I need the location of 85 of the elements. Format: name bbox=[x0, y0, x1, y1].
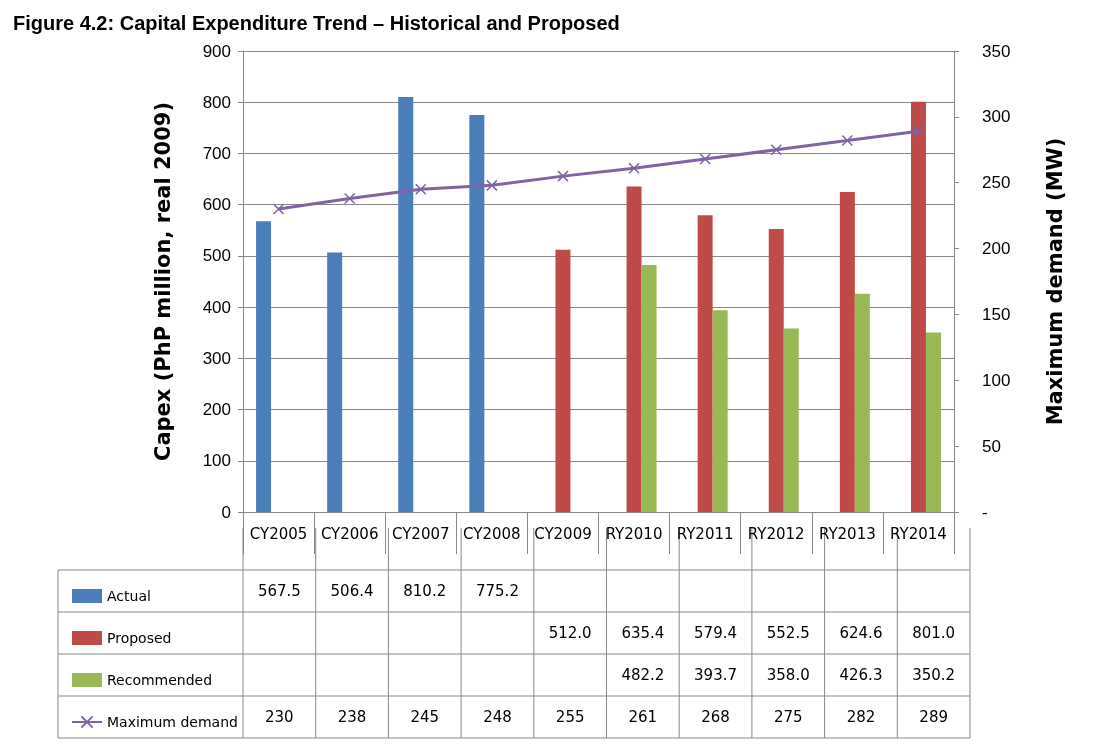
bar bbox=[768, 229, 784, 512]
data-label: 289 bbox=[919, 708, 948, 726]
x-tick-label: RY2011 bbox=[676, 524, 734, 543]
bar bbox=[626, 186, 642, 512]
y-tick-label: 800 bbox=[202, 92, 231, 112]
point bbox=[486, 179, 498, 192]
y-tick-label: 600 bbox=[202, 195, 231, 215]
x-tick-label: RY2012 bbox=[747, 524, 805, 543]
legend-label: Maximum demand bbox=[107, 714, 238, 730]
y-tick-label: 0 bbox=[221, 502, 231, 522]
y2-axis-title: Maximum demand (MW) bbox=[1042, 137, 1067, 426]
bar bbox=[398, 97, 414, 512]
bar bbox=[925, 332, 941, 512]
x-tick-label: RY2014 bbox=[890, 524, 947, 543]
y-tick-label: 400 bbox=[202, 297, 231, 317]
y-axis-title: Capex (PhP million, real 2009) bbox=[150, 101, 175, 462]
y-tick-label: 200 bbox=[202, 400, 231, 420]
bar bbox=[712, 310, 728, 512]
data-label: 624.6 bbox=[839, 624, 883, 642]
bar bbox=[327, 252, 343, 512]
data-label: 255 bbox=[555, 708, 585, 726]
data-label: 506.4 bbox=[330, 582, 374, 600]
data-label: 801.0 bbox=[912, 624, 956, 642]
point bbox=[699, 153, 711, 165]
data-label: 393.7 bbox=[694, 666, 738, 684]
data-label: 261 bbox=[628, 708, 658, 726]
y-tick-label: 300 bbox=[202, 348, 231, 368]
data-label: 552.5 bbox=[766, 624, 810, 642]
data-label: 245 bbox=[410, 708, 440, 726]
y-tick-label: 500 bbox=[202, 246, 231, 266]
bar bbox=[910, 101, 926, 512]
point bbox=[912, 125, 925, 138]
y2-tick-label: 50 bbox=[982, 436, 1001, 456]
data-label: 248 bbox=[483, 708, 512, 726]
point bbox=[343, 192, 356, 205]
x-tick-label: CY2008 bbox=[463, 524, 521, 543]
data-label: 482.2 bbox=[621, 666, 665, 684]
data-label: 810.2 bbox=[403, 582, 447, 600]
legend-label: Proposed bbox=[107, 630, 172, 646]
point bbox=[272, 203, 285, 215]
x-tick-label: RY2010 bbox=[605, 524, 663, 543]
bar bbox=[641, 265, 657, 512]
x-tick-label: CY2005 bbox=[249, 524, 308, 543]
data-label: 567.5 bbox=[257, 582, 301, 600]
data-label: 579.4 bbox=[694, 624, 738, 642]
data-label: 230 bbox=[265, 708, 294, 726]
data-label: 358.0 bbox=[766, 666, 810, 684]
data-label: 350.2 bbox=[912, 666, 956, 684]
y2-tick-label: 300 bbox=[982, 107, 1011, 127]
point bbox=[628, 162, 640, 174]
x-tick-label: RY2013 bbox=[818, 524, 876, 543]
data-label: 268 bbox=[701, 708, 730, 726]
x-tick-label: CY2009 bbox=[534, 524, 592, 543]
data-label: 426.3 bbox=[839, 666, 883, 684]
x-tick-label: CY2006 bbox=[320, 524, 379, 543]
y2-tick-label: 250 bbox=[982, 173, 1011, 193]
y-tick-label: 900 bbox=[202, 41, 231, 61]
y2-tick-label: 150 bbox=[982, 304, 1011, 324]
y2-tick-label: 100 bbox=[982, 370, 1011, 390]
data-label: 512.0 bbox=[548, 624, 592, 642]
y2-tick-label: - bbox=[982, 502, 988, 522]
bar bbox=[839, 192, 855, 512]
bar bbox=[469, 114, 485, 512]
y2-tick-label: 350 bbox=[982, 41, 1011, 61]
bar bbox=[783, 328, 799, 512]
point bbox=[557, 170, 569, 182]
data-label: 282 bbox=[846, 708, 876, 726]
x-tick-label: CY2007 bbox=[391, 524, 450, 543]
y-tick-label: 100 bbox=[202, 451, 231, 471]
data-label: 635.4 bbox=[621, 624, 665, 642]
legend-label: Recommended bbox=[107, 672, 213, 688]
bar bbox=[854, 293, 870, 512]
data-label: 238 bbox=[337, 708, 367, 726]
y-tick-label: 700 bbox=[202, 143, 231, 163]
data-label: 275 bbox=[773, 708, 803, 726]
y2-tick-label: 200 bbox=[982, 239, 1011, 259]
point bbox=[770, 144, 782, 156]
chart-title: Figure 4.2: Capital Expenditure Trend – Historical and Proposed bbox=[13, 12, 620, 34]
point bbox=[841, 134, 854, 147]
bar bbox=[697, 215, 713, 512]
point bbox=[415, 183, 427, 196]
legend-label: Actual bbox=[107, 588, 151, 604]
data-label: 775.2 bbox=[475, 582, 519, 600]
bar bbox=[256, 221, 272, 512]
bar bbox=[555, 249, 571, 512]
